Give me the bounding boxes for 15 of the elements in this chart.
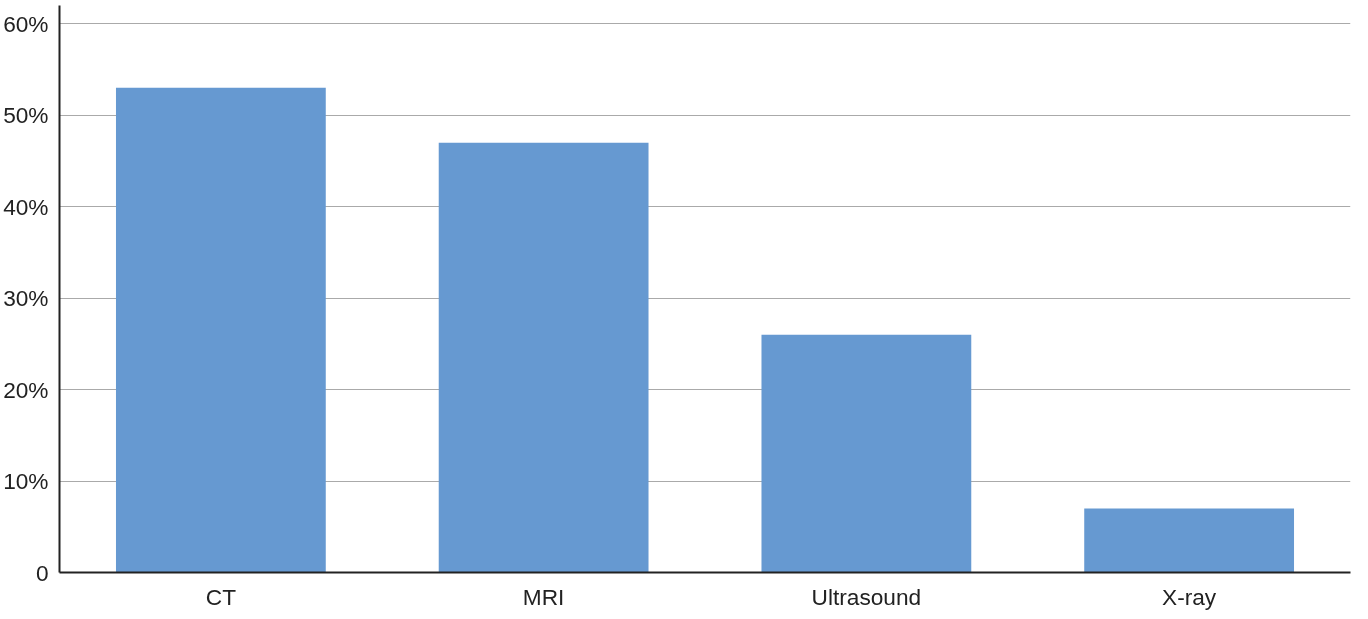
y-tick-label: 50%: [3, 102, 49, 129]
x-tick-label: CT: [205, 583, 237, 610]
y-tick-label: 0: [35, 559, 49, 586]
bar: [761, 334, 972, 573]
y-tick-label: 20%: [3, 376, 49, 403]
y-tick-label: 40%: [3, 193, 49, 220]
y-tick-label: 60%: [3, 10, 49, 37]
bar: [438, 142, 649, 573]
bar: [1084, 508, 1295, 573]
x-tick-label: Ultrasound: [811, 583, 922, 610]
x-tick-label: MRI: [522, 583, 565, 610]
y-tick-label: 10%: [3, 468, 49, 495]
bar: [115, 87, 326, 573]
y-tick-label: 30%: [3, 285, 49, 312]
x-tick-label: X-ray: [1162, 583, 1217, 610]
